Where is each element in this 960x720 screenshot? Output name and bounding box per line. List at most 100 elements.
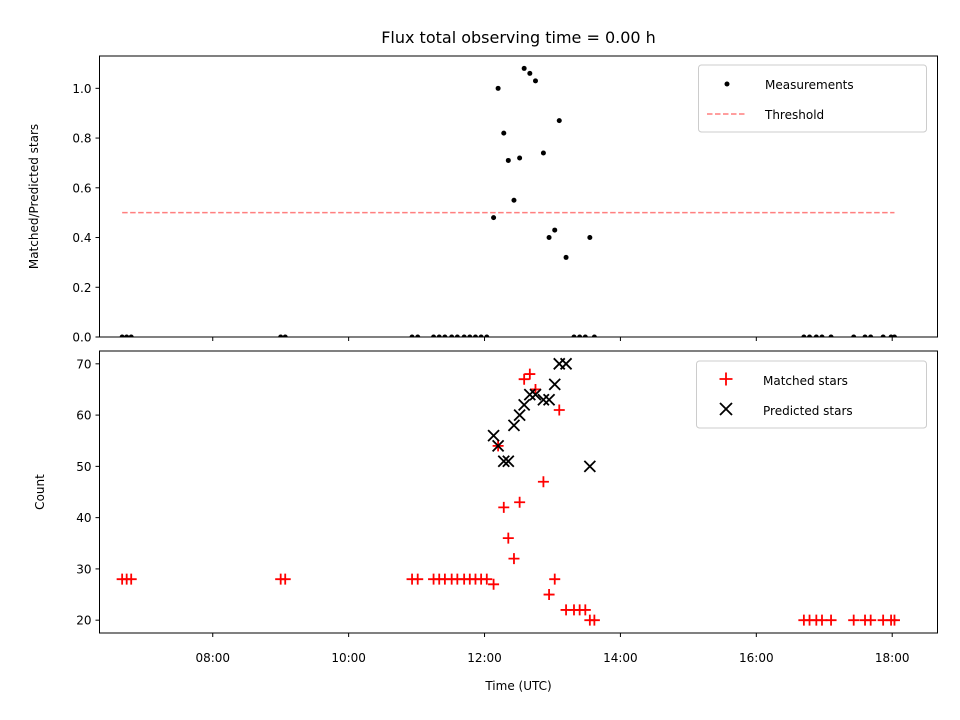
ratio-plot-x-ticks xyxy=(212,337,893,341)
predicted-stars-point-11 xyxy=(548,378,561,391)
predicted-stars-point-4 xyxy=(507,419,521,432)
y-tick-label: 60 xyxy=(76,409,91,423)
y-tick-label: 20 xyxy=(76,614,91,628)
x-tick-label: 08:00 xyxy=(195,651,230,665)
measurements-point-19 xyxy=(501,130,507,136)
measurements-point-7 xyxy=(431,334,437,337)
measurements-point-9 xyxy=(442,334,448,337)
measurements-point-26 xyxy=(540,150,546,156)
matched-stars-point-2 xyxy=(125,573,137,585)
chart-title: Flux total observing time = 0.00 h xyxy=(381,28,656,47)
measurements-point-38 xyxy=(813,334,819,337)
measurements-point-42 xyxy=(862,334,868,337)
x-tick-label: 18:00 xyxy=(875,651,910,665)
measurements-point-33 xyxy=(582,334,588,337)
y-tick-label: 1.0 xyxy=(72,82,91,96)
x-tick-label: 12:00 xyxy=(467,651,502,665)
measurements-point-32 xyxy=(577,334,583,337)
legend-label-measurements: Measurements xyxy=(765,78,854,92)
ratio-plot: 0.0 0.2 0.4 0.6 0.8 1.0 Matched/Predicted sta… xyxy=(27,55,938,345)
predicted-stars-point-0 xyxy=(487,429,500,442)
measurements-point-23 xyxy=(521,65,527,71)
predicted-stars-point-8 xyxy=(529,388,542,401)
y-tick-label: 0.8 xyxy=(72,132,91,146)
matched-stars-point-35 xyxy=(588,614,600,626)
y-tick-label: 50 xyxy=(76,460,91,474)
measurements-point-14 xyxy=(472,334,478,337)
measurements-point-12 xyxy=(461,334,467,337)
count-plot: 20 30 40 50 60 70 08:00 10:00 12:00 14:00 16:00 18… xyxy=(33,350,938,693)
matched-stars-point-33 xyxy=(579,604,591,616)
ratio-plot-frame xyxy=(99,55,938,338)
matched-stars-point-24 xyxy=(524,368,536,380)
matched-stars-point-46 xyxy=(888,614,900,626)
y-tick-label: 0.6 xyxy=(72,181,91,195)
measurements-point-36 xyxy=(801,334,807,337)
predicted-stars-point-6 xyxy=(518,398,531,411)
matched-stars-point-22 xyxy=(514,496,526,508)
measurements-point-8 xyxy=(436,334,442,337)
measurements-point-13 xyxy=(467,334,473,337)
matched-stars-point-40 xyxy=(825,614,837,626)
measurements-point-18 xyxy=(495,85,501,91)
measurements-point-24 xyxy=(527,70,533,76)
count-plot-marks xyxy=(116,357,900,626)
count-plot-legend: Matched stars Predicted stars xyxy=(696,360,927,429)
measurements-point-6 xyxy=(415,334,421,337)
predicted-stars-point-3 xyxy=(502,455,515,468)
matched-stars-point-27 xyxy=(543,589,555,601)
measurements-point-27 xyxy=(546,235,552,241)
measurements-point-34 xyxy=(587,235,593,241)
count-plot-y-axis-label: Count xyxy=(33,474,47,510)
measurements-point-29 xyxy=(556,118,562,124)
matched-stars-point-16 xyxy=(481,573,493,585)
measurements-point-0 xyxy=(119,334,125,337)
matched-stars-point-19 xyxy=(498,501,510,513)
y-tick-label: 0.2 xyxy=(72,281,91,295)
predicted-stars-point-14 xyxy=(583,460,596,473)
predicted-stars-point-10 xyxy=(542,393,556,406)
measurements-point-40 xyxy=(828,334,834,337)
x-tick-label: 14:00 xyxy=(603,651,638,665)
predicted-stars-point-5 xyxy=(513,408,526,422)
measurements-point-44 xyxy=(880,334,886,337)
ratio-plot-legend-box xyxy=(698,64,927,133)
measurements-point-31 xyxy=(571,334,577,337)
measurements-point-46 xyxy=(891,334,897,337)
matched-stars-point-4 xyxy=(279,573,291,585)
measurements-point-22 xyxy=(517,155,523,161)
legend-label-predicted-stars: Predicted stars xyxy=(763,404,853,418)
matched-stars-point-23 xyxy=(518,373,530,385)
measurements-point-28 xyxy=(552,227,558,233)
y-tick-label: 70 xyxy=(76,357,91,371)
measurements-point-25 xyxy=(532,78,538,84)
measurements-point-15 xyxy=(478,334,484,337)
ratio-plot-marks xyxy=(119,65,897,337)
predicted-stars-point-13 xyxy=(559,357,573,370)
matched-stars-point-41 xyxy=(848,614,860,626)
y-tick-label: 30 xyxy=(76,562,91,576)
matched-stars-point-21 xyxy=(508,553,520,565)
ratio-plot-y-ticks: 0.0 0.2 0.4 0.6 0.8 1.0 xyxy=(72,82,100,345)
measurements-point-1 xyxy=(124,334,130,337)
measurements-point-16 xyxy=(484,334,490,337)
y-tick-label: 0.4 xyxy=(72,231,91,245)
measurements-point-30 xyxy=(563,254,569,260)
measurements-point-21 xyxy=(511,197,517,203)
measurements-point-3 xyxy=(278,334,284,337)
predicted-stars-point-9 xyxy=(537,393,550,406)
matched-stars-point-20 xyxy=(502,532,514,544)
predicted-stars-point-2 xyxy=(497,455,510,468)
matched-stars-point-29 xyxy=(553,404,565,416)
count-plot-x-axis-label: Time (UTC) xyxy=(484,679,551,693)
y-tick-label: 0.0 xyxy=(72,331,91,345)
matched-stars-point-6 xyxy=(412,573,424,585)
measurements-point-5 xyxy=(409,334,415,337)
measurements-point-39 xyxy=(819,334,825,337)
measurements-point-17 xyxy=(491,215,497,221)
ratio-plot-y-axis-label: Matched/Predicted stars xyxy=(27,124,41,269)
measurements-point-10 xyxy=(449,334,455,337)
measurements-point-11 xyxy=(454,334,460,337)
count-plot-frame xyxy=(99,350,938,634)
measurements-point-4 xyxy=(282,334,288,337)
